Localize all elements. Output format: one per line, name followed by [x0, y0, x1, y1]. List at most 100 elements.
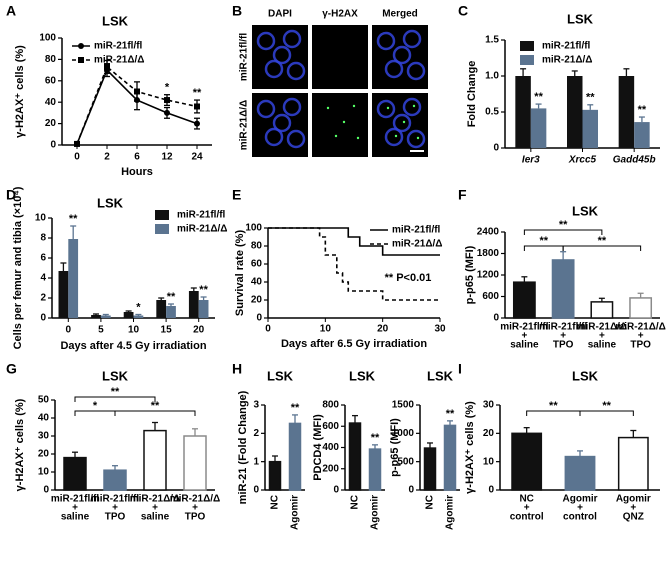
x-tick-label: Agomir: [445, 495, 456, 530]
bar: [133, 315, 144, 318]
y-tick-label: 600: [322, 421, 339, 432]
annotation: **: [199, 284, 208, 296]
annotation: **: [559, 219, 568, 231]
column-label: γ-H2AX: [322, 9, 358, 20]
bar: [564, 455, 596, 491]
bar: [166, 306, 176, 318]
x-tick-label: miR-21fl/fl: [51, 494, 100, 505]
chart-title: LSK: [267, 368, 294, 383]
row-label: miR-21fl/fl: [239, 33, 250, 82]
bar: [618, 76, 635, 148]
x-tick-label: Agomir: [616, 494, 651, 505]
x-axis-label: Days after 6.5 Gy irradiation: [281, 338, 427, 350]
nucleus: [406, 61, 426, 81]
annotation: **: [534, 91, 543, 103]
chart-title: LSK: [427, 368, 454, 383]
y-tick-label: 20: [38, 449, 50, 460]
y-tick-label: 10: [483, 456, 495, 467]
nucleus: [264, 127, 284, 147]
y-axis-label: γ-H2AX⁺ cells (%): [464, 401, 476, 494]
y-tick-label: 0: [493, 143, 499, 154]
x-tick-label: miR-21Δ/Δ: [577, 322, 628, 333]
y-axis-label: PDCD4 (MFI): [312, 414, 324, 481]
bar: [530, 108, 547, 148]
x-tick-label: NC: [350, 495, 361, 509]
annotation: *: [93, 400, 98, 412]
x-tick-label: control: [510, 512, 544, 523]
x-tick-label: +: [599, 331, 605, 342]
foci: [412, 104, 416, 108]
y-tick-label: 0: [408, 485, 414, 496]
annotation: **: [586, 92, 595, 104]
annotation: **: [151, 400, 160, 412]
panel-label: B: [232, 3, 242, 19]
nucleus: [286, 61, 306, 81]
x-tick-label: Agomir: [290, 495, 301, 530]
annotation: **: [167, 291, 176, 303]
y-tick-label: 0.5: [485, 107, 499, 118]
x-tick-label: 15: [161, 325, 173, 336]
x-tick-label: saline: [141, 512, 170, 523]
legend-label: miR-21fl/fl: [392, 225, 441, 236]
y-tick-label: 1.0: [485, 71, 499, 82]
nucleus: [272, 113, 292, 133]
y-tick-label: 0: [253, 485, 259, 496]
nucleus: [376, 31, 396, 51]
x-tick-label: 10: [128, 325, 140, 336]
point: [194, 103, 200, 110]
x-tick-label: NC: [425, 495, 436, 509]
y-tick-label: 0: [50, 140, 56, 151]
y-tick-label: 1500: [392, 400, 415, 411]
legend-label: miR-21Δ/Δ: [392, 239, 443, 250]
y-tick-label: 500: [397, 456, 414, 467]
nucleus: [256, 31, 276, 51]
x-tick-label: Agomir: [370, 495, 381, 530]
bar: [58, 271, 69, 318]
legend-label: miR-21Δ/Δ: [94, 55, 145, 66]
panel-label: A: [6, 3, 16, 19]
bar: [156, 300, 167, 318]
x-tick-label: 24: [191, 152, 203, 163]
x-tick-label: +: [521, 331, 527, 342]
y-tick-label: 1800: [477, 248, 500, 259]
annotation: **: [549, 400, 558, 412]
y-tick-label: 80: [45, 54, 57, 65]
bar: [515, 76, 531, 148]
panel-label: C: [458, 3, 468, 19]
x-tick-label: 30: [434, 324, 446, 335]
nucleus: [272, 45, 292, 65]
y-tick-label: 30: [38, 431, 50, 442]
x-tick-label: +: [577, 503, 583, 514]
column-label: DAPI: [268, 9, 292, 20]
panel-label: D: [6, 187, 16, 203]
x-tick-label: 20: [377, 324, 389, 335]
nucleus: [286, 129, 306, 149]
y-tick-label: 100: [39, 33, 56, 44]
significance-bracket: [579, 410, 634, 416]
y-tick-label: 2: [253, 428, 259, 439]
point: [134, 88, 140, 95]
bar: [423, 447, 437, 491]
x-tick-label: 5: [98, 325, 104, 336]
y-tick-label: 40: [45, 97, 57, 108]
legend-swatch: [155, 210, 169, 220]
x-tick-label: miR-21Δ/Δ: [615, 322, 666, 333]
y-tick-label: 400: [322, 442, 339, 453]
x-axis-label: Hours: [121, 166, 153, 178]
annotation: **: [602, 400, 611, 412]
panel-label: F: [458, 187, 467, 203]
nucleus: [282, 97, 302, 117]
nucleus: [392, 113, 412, 133]
legend-label: miR-21Δ/Δ: [542, 55, 593, 66]
significance-bracket: [74, 396, 156, 402]
x-tick-label: +: [152, 503, 158, 514]
x-tick-label: Xrcc5: [568, 155, 597, 166]
y-axis-label: Survival rate (%): [234, 230, 246, 317]
chart-title: LSK: [102, 368, 129, 383]
nucleus: [384, 59, 404, 79]
x-tick-label: 2: [104, 152, 110, 163]
foci: [402, 120, 406, 124]
x-tick-label: TPO: [553, 340, 574, 351]
nucleus: [402, 29, 422, 49]
